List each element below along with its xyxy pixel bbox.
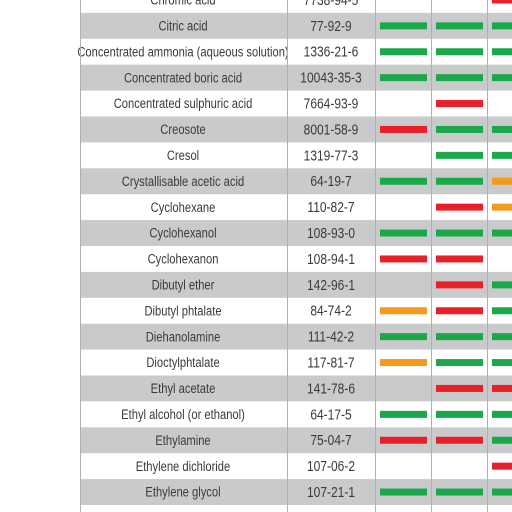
substance-name: Dibutyl phtalate (144, 303, 221, 318)
rating-bar (492, 229, 512, 237)
cas-number: 7664-93-9 (304, 95, 359, 112)
rating-bar (436, 255, 483, 263)
cas-number: 10043-35-3 (300, 69, 361, 86)
rating-bar (436, 384, 483, 392)
rating-bar (436, 22, 483, 30)
substance-name: Cyclohexanol (149, 226, 216, 241)
rating-bar (436, 151, 483, 159)
cas-number: 1336-21-6 (304, 43, 359, 60)
rating-bar (492, 333, 512, 341)
substance-name: Diehanolamine (146, 329, 221, 344)
rating-bar (436, 359, 483, 367)
substance-name: Ethyl acetate (151, 381, 216, 396)
rating-bar (492, 436, 512, 444)
substance-name: Cyclohexane (151, 200, 216, 215)
rating-bar (380, 333, 427, 341)
rating-bar (436, 203, 483, 211)
rating-bar (492, 0, 512, 4)
rating-bar (436, 281, 483, 289)
rating-bar (492, 151, 512, 159)
rating-bar (492, 384, 512, 392)
rating-bar (436, 488, 483, 496)
rating-bar (436, 48, 483, 56)
rating-bar (436, 100, 483, 108)
rating-bar (436, 410, 483, 418)
rating-bar (380, 255, 427, 263)
substance-name: Cyclohexanon (148, 251, 219, 266)
rating-bar (436, 307, 483, 315)
substance-name: Cresol (167, 148, 199, 163)
substance-name: Citric acid (158, 18, 207, 33)
rating-bar (380, 359, 427, 367)
rating-bar (492, 203, 512, 211)
rating-bar (492, 307, 512, 315)
cas-number: 84-74-2 (310, 302, 351, 319)
rating-bar (380, 410, 427, 418)
cas-number: 111-42-2 (308, 328, 354, 345)
rating-bar (380, 177, 427, 185)
rating-bar (436, 436, 483, 444)
rating-bar (380, 125, 427, 133)
cas-number: 1319-77-3 (304, 147, 359, 164)
rating-bar (492, 281, 512, 289)
rating-bar (492, 22, 512, 30)
cas-number: 77-92-9 (310, 18, 351, 35)
rating-bar (436, 333, 483, 341)
cas-number: 7738-94-5 (304, 0, 359, 8)
rating-bar (436, 125, 483, 133)
cas-number: 141-78-6 (307, 380, 355, 397)
rating-bar (492, 488, 512, 496)
rating-bar (492, 410, 512, 418)
substance-name: Concentrated boric acid (124, 70, 242, 85)
substance-name: Dibutyl ether (152, 277, 215, 292)
rating-bar (380, 307, 427, 315)
rating-bar (492, 74, 512, 82)
substance-name: Ethyl alcohol (or ethanol) (121, 407, 245, 422)
rating-bar (436, 74, 483, 82)
rating-bar (380, 229, 427, 237)
rating-bar (492, 177, 512, 185)
substance-name: Concentrated ammonia (aqueous solution) (77, 44, 288, 59)
cas-number: 107-21-1 (307, 484, 355, 501)
rating-bar (492, 462, 512, 470)
rating-bar (380, 488, 427, 496)
rating-bar (492, 125, 512, 133)
rating-bar (492, 359, 512, 367)
cas-number: 117-81-7 (307, 354, 354, 371)
cas-number: 64-19-7 (310, 173, 351, 190)
cas-number: 110-82-7 (307, 199, 354, 216)
rating-bar (436, 229, 483, 237)
cas-number: 142-96-1 (307, 277, 355, 294)
cas-number: 75-04-7 (310, 432, 351, 449)
substance-name: Dioctylphtalate (146, 355, 219, 370)
rating-bar (380, 48, 427, 56)
substance-name: Ethylamine (155, 433, 210, 448)
cas-number: 64-17-5 (310, 406, 351, 423)
substance-name: Creosote (160, 122, 205, 137)
cas-number: 8001-58-9 (304, 121, 359, 138)
rating-bar (380, 22, 427, 30)
rating-bar (380, 74, 427, 82)
rating-bar (436, 177, 483, 185)
rating-bar (492, 48, 512, 56)
substance-name: Ethylene dichloride (136, 459, 230, 474)
cas-number: 108-93-0 (307, 225, 355, 242)
substance-name: Concentrated sulphuric acid (114, 96, 253, 111)
cas-number: 107-06-2 (307, 458, 355, 475)
substance-name: Chromic acid (150, 0, 215, 8)
rating-bar (380, 436, 427, 444)
cas-number: 108-94-1 (307, 251, 355, 268)
substance-name: Ethylene glycol (145, 485, 220, 500)
substance-name: Crystallisable acetic acid (122, 174, 244, 189)
